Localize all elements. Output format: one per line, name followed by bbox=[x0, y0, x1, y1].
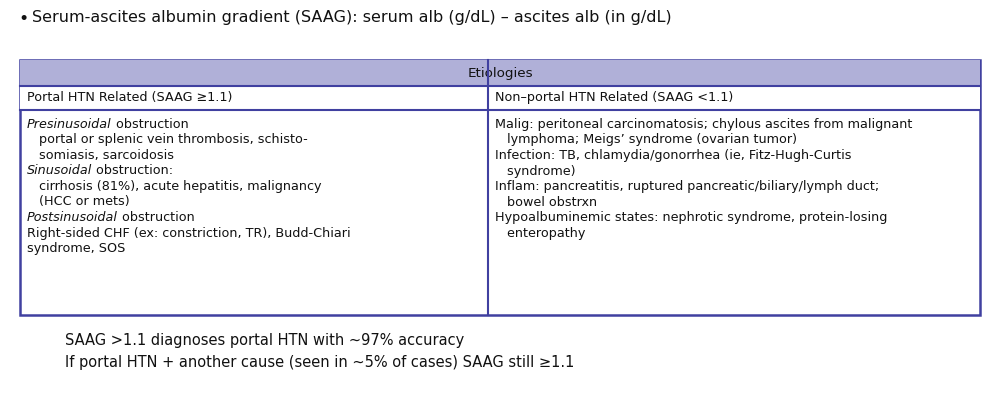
Text: Serum-ascites albumin gradient (SAAG): serum alb (g/dL) – ascites alb (in g/dL): Serum-ascites albumin gradient (SAAG): s… bbox=[32, 10, 672, 25]
Bar bbox=[20, 60, 980, 86]
Text: Inflam: pancreatitis, ruptured pancreatic/biliary/lymph duct;: Inflam: pancreatitis, ruptured pancreati… bbox=[495, 180, 879, 193]
Text: obstruction: obstruction bbox=[118, 211, 195, 224]
Text: Malig: peritoneal carcinomatosis; chylous ascites from malignant: Malig: peritoneal carcinomatosis; chylou… bbox=[495, 118, 912, 131]
Text: somiasis, sarcoidosis: somiasis, sarcoidosis bbox=[27, 149, 174, 162]
Text: Portal HTN Related (SAAG ≥1.1): Portal HTN Related (SAAG ≥1.1) bbox=[27, 91, 232, 105]
Text: Sinusoidal: Sinusoidal bbox=[27, 164, 92, 178]
Text: If portal HTN + another cause (seen in ~5% of cases) SAAG still ≥1.1: If portal HTN + another cause (seen in ~… bbox=[65, 355, 574, 370]
Text: syndrome): syndrome) bbox=[495, 164, 576, 178]
Text: lymphoma; Meigs’ syndrome (ovarian tumor): lymphoma; Meigs’ syndrome (ovarian tumor… bbox=[495, 134, 797, 146]
Text: Hypoalbuminemic states: nephrotic syndrome, protein-losing: Hypoalbuminemic states: nephrotic syndro… bbox=[495, 211, 887, 224]
Text: portal or splenic vein thrombosis, schisto-: portal or splenic vein thrombosis, schis… bbox=[27, 134, 308, 146]
Text: (HCC or mets): (HCC or mets) bbox=[27, 196, 130, 209]
Text: SAAG >1.1 diagnoses portal HTN with ~97% accuracy: SAAG >1.1 diagnoses portal HTN with ~97%… bbox=[65, 333, 464, 348]
Bar bbox=[20, 86, 980, 110]
Text: Right-sided CHF (ex: constriction, TR), Budd-Chiari: Right-sided CHF (ex: constriction, TR), … bbox=[27, 227, 351, 239]
Text: syndrome, SOS: syndrome, SOS bbox=[27, 242, 125, 255]
Text: cirrhosis (81%), acute hepatitis, malignancy: cirrhosis (81%), acute hepatitis, malign… bbox=[27, 180, 322, 193]
Text: Presinusoidal: Presinusoidal bbox=[27, 118, 112, 131]
Text: Non–portal HTN Related (SAAG <1.1): Non–portal HTN Related (SAAG <1.1) bbox=[495, 91, 733, 105]
Text: •: • bbox=[18, 10, 28, 28]
Text: obstruction: obstruction bbox=[112, 118, 188, 131]
Text: Etiologies: Etiologies bbox=[467, 67, 533, 79]
Text: bowel obstrxn: bowel obstrxn bbox=[495, 196, 597, 209]
Text: Infection: TB, chlamydia/gonorrhea (ie, Fitz-Hugh-Curtis: Infection: TB, chlamydia/gonorrhea (ie, … bbox=[495, 149, 852, 162]
Bar bbox=[20, 60, 980, 315]
Text: Postsinusoidal: Postsinusoidal bbox=[27, 211, 118, 224]
Text: obstruction:: obstruction: bbox=[92, 164, 173, 178]
Text: enteropathy: enteropathy bbox=[495, 227, 585, 239]
